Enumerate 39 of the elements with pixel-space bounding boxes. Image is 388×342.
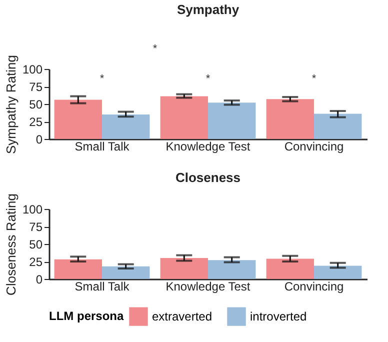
- annotation: *: [206, 73, 211, 85]
- y-tick-label: 75: [29, 220, 43, 234]
- chart-title: Closeness: [175, 170, 241, 186]
- bar: [266, 258, 314, 279]
- legend-title: LLM persona: [49, 309, 124, 323]
- bar: [208, 260, 256, 279]
- y-tick-label: 75: [29, 80, 43, 94]
- bar: [102, 266, 150, 279]
- y-tick-label: 25: [29, 115, 43, 129]
- bar: [266, 99, 314, 139]
- y-tick-label: 100: [22, 202, 43, 216]
- chart-title: Sympathy: [176, 2, 240, 17]
- y-tick-label: 0: [36, 272, 43, 286]
- bar: [54, 100, 102, 139]
- legend-label: introverted: [250, 310, 307, 324]
- x-tick-label: Knowledge Test: [166, 140, 251, 154]
- bar: [208, 102, 256, 139]
- bar: [102, 114, 150, 139]
- y-tick-label: 0: [36, 132, 43, 146]
- bar: [160, 258, 208, 279]
- bar: [314, 114, 362, 139]
- y-tick-label: 50: [29, 98, 43, 112]
- legend-label: extraverted: [152, 310, 212, 324]
- bar: [160, 96, 208, 139]
- x-tick-label: Convincing: [284, 140, 344, 154]
- bar: [54, 259, 102, 279]
- y-tick-label: 25: [29, 255, 43, 269]
- text: *: [152, 43, 158, 55]
- annotation: *: [312, 73, 317, 85]
- y-axis-title: Closeness Rating: [3, 194, 18, 296]
- x-tick-label: Small Talk: [74, 140, 130, 154]
- x-tick-label: Convincing: [284, 280, 344, 294]
- bar: [314, 266, 362, 279]
- y-tick-label: 50: [29, 238, 43, 252]
- y-axis-title: Sympathy Rating: [3, 55, 18, 154]
- x-tick-label: Knowledge Test: [166, 280, 251, 294]
- y-tick-label: 100: [22, 62, 43, 76]
- annotation: *: [100, 73, 105, 85]
- x-tick-label: Small Talk: [74, 280, 130, 294]
